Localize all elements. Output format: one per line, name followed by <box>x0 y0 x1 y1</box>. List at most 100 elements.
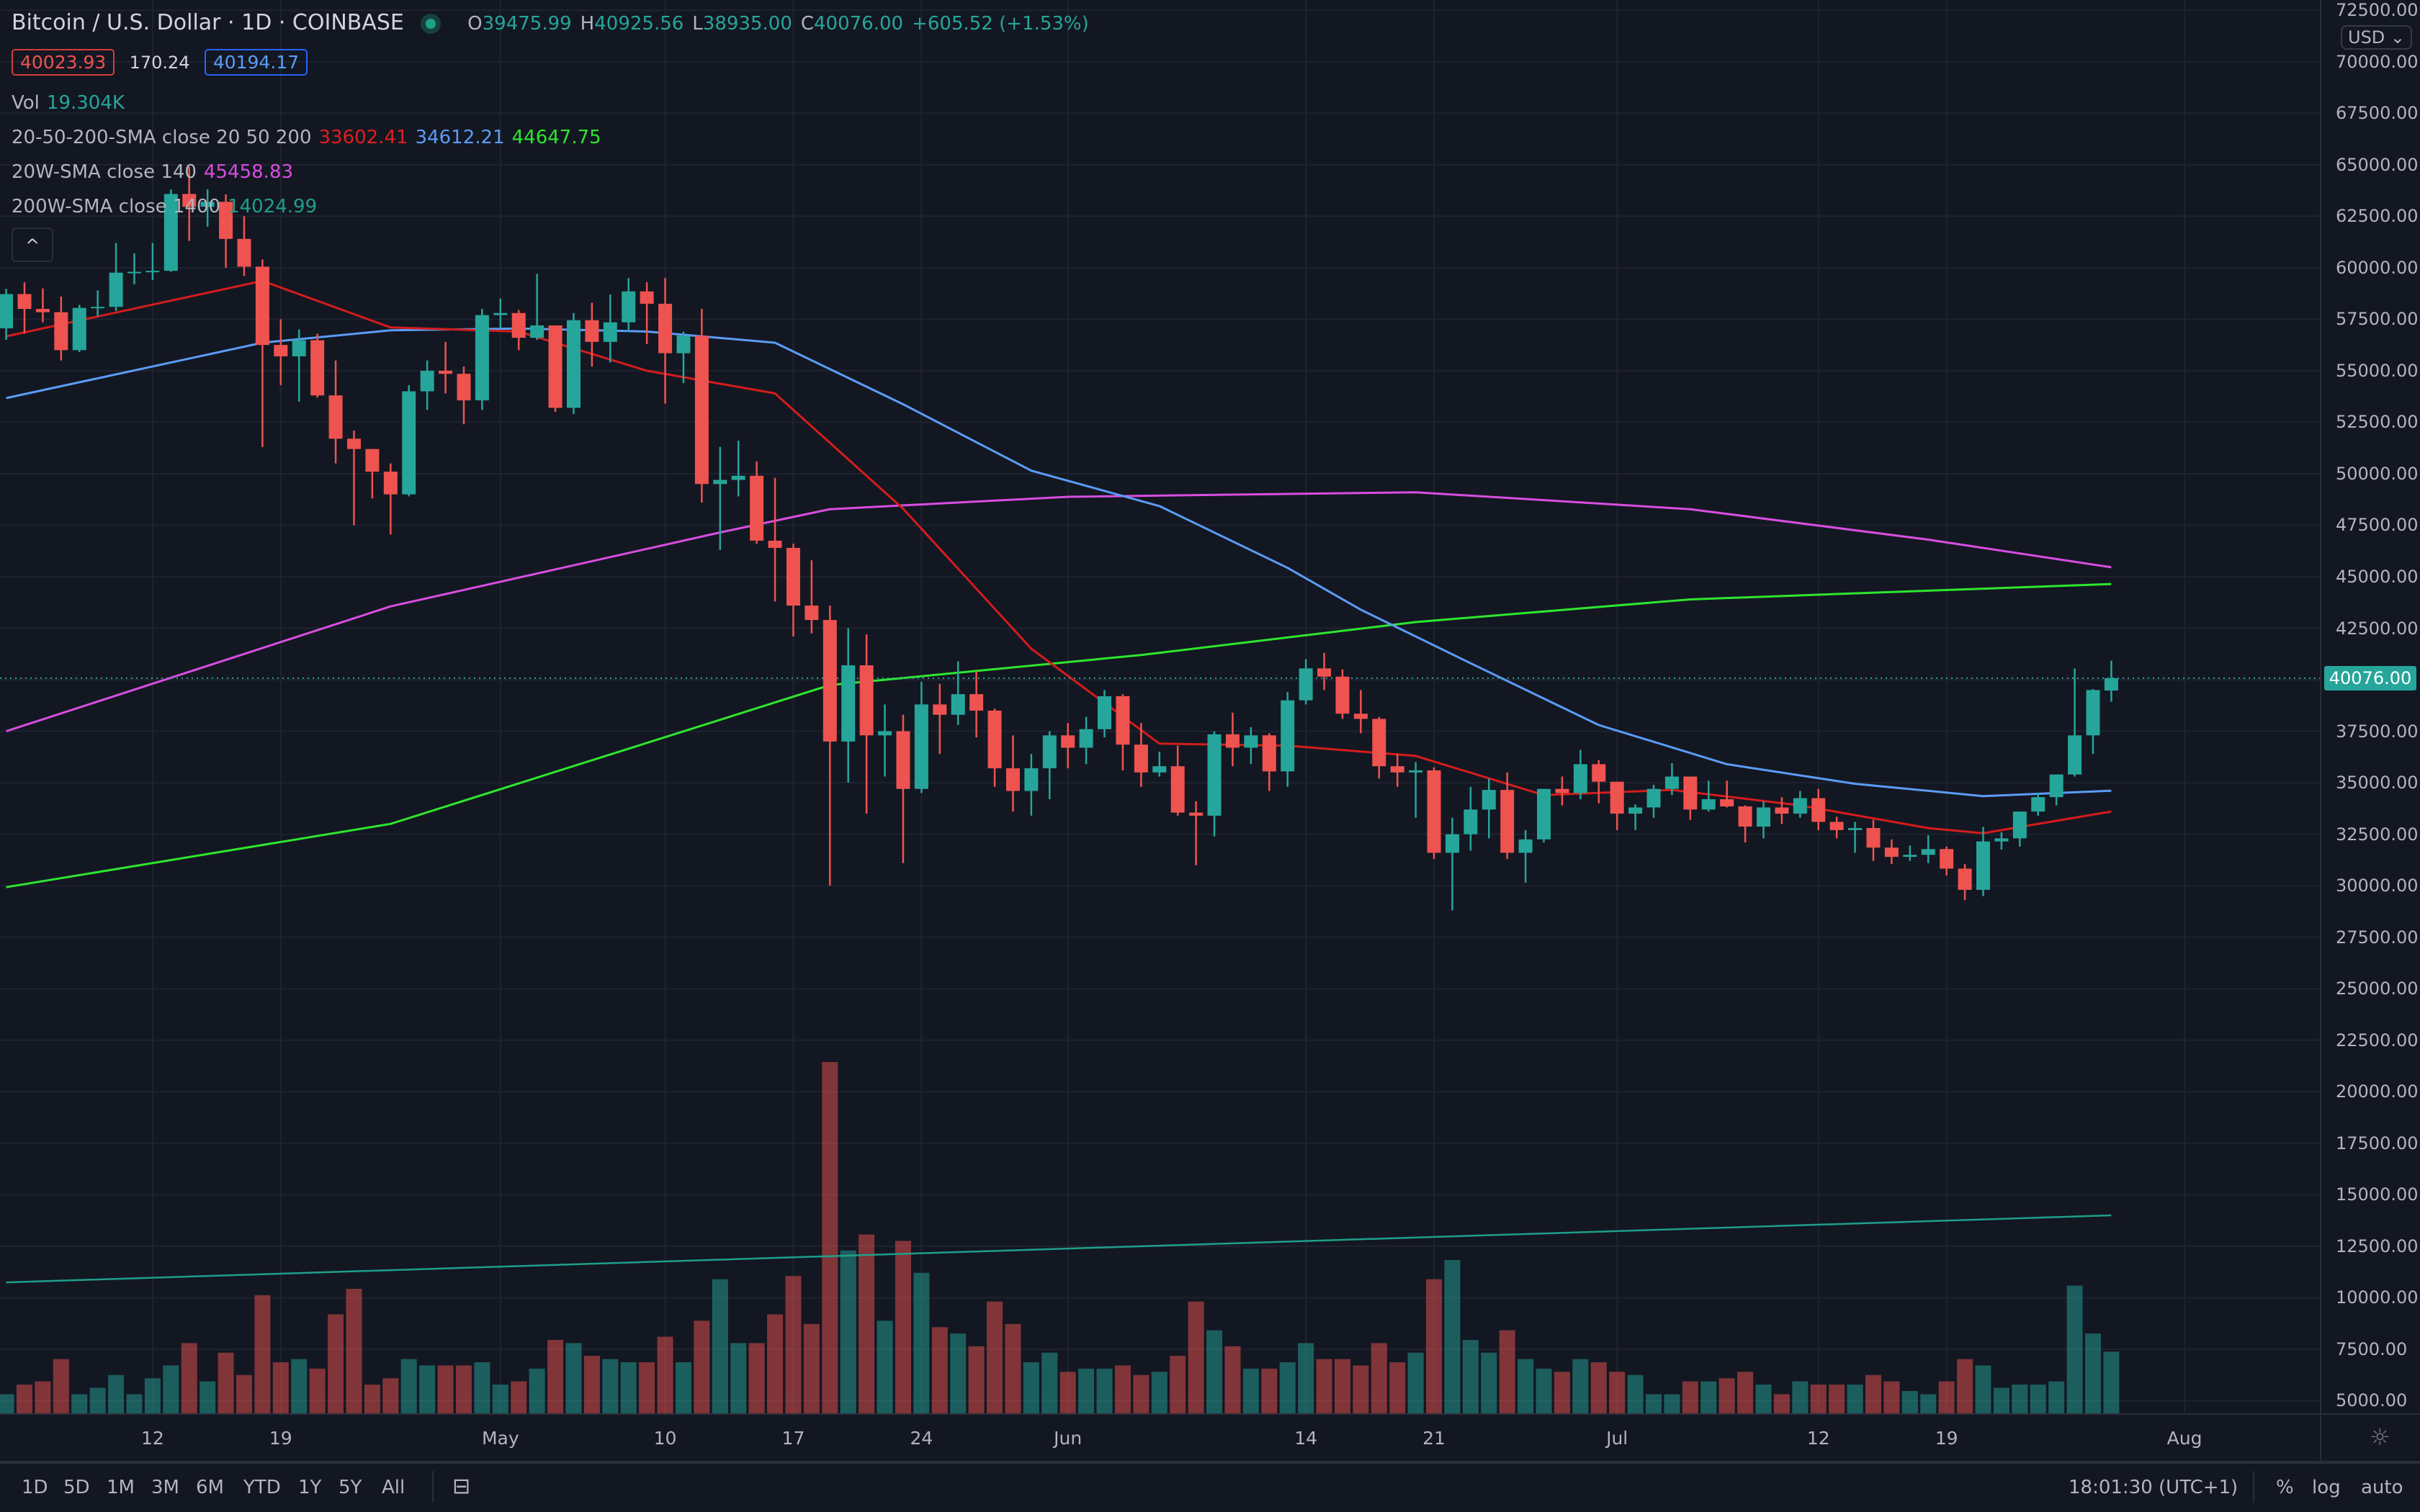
time-tick-label: 12 <box>140 1428 164 1449</box>
current-price-label: 40076.00 <box>2324 665 2416 690</box>
price-axis[interactable]: 40076.00 72500.00 70000.00 67500.00 65000.0… <box>2320 0 2420 1413</box>
candle-up <box>0 294 14 328</box>
volume-bar <box>1059 1372 1076 1413</box>
volume-bar <box>400 1359 417 1413</box>
candle-down <box>1427 770 1441 853</box>
candle-down <box>1738 806 1752 827</box>
range-button-3m[interactable]: 3M <box>151 1477 179 1498</box>
sell-price-button[interactable]: 40023.93 <box>12 49 115 76</box>
volume-bar <box>1590 1362 1607 1413</box>
price-tick-label: 37500.00 <box>2336 721 2419 742</box>
volume-bar <box>583 1356 600 1413</box>
market-status-icon <box>425 18 436 29</box>
candle-down <box>237 238 251 267</box>
price-tick-label: 62500.00 <box>2336 206 2419 227</box>
candle-down <box>933 704 947 715</box>
volume-bar <box>1170 1356 1186 1413</box>
candle-down <box>54 312 68 351</box>
volume-bar <box>1792 1381 1809 1413</box>
volume-bar <box>859 1234 875 1413</box>
candle-up <box>127 271 141 274</box>
price-chart[interactable] <box>0 0 2320 1413</box>
auto-toggle[interactable]: auto <box>2361 1477 2403 1498</box>
volume-bar <box>657 1336 673 1413</box>
volume-bar <box>822 1062 838 1413</box>
candle-up <box>676 336 691 354</box>
volume-bar <box>2103 1351 2120 1413</box>
candle-down <box>35 309 50 312</box>
buy-price-button[interactable]: 40194.17 <box>204 49 308 76</box>
range-button-5y[interactable]: 5Y <box>339 1477 362 1498</box>
volume-bar <box>1261 1368 1278 1413</box>
volume-bar <box>913 1272 930 1413</box>
volume-bar <box>1096 1368 1113 1413</box>
candle-down <box>1884 847 1899 858</box>
price-tick-label: 72500.00 <box>2336 0 2419 21</box>
time-axis[interactable]: ☼ 12 19 May 10 17 24 Jun 14 21 Jul 12 19 Aug <box>0 1413 2420 1464</box>
candle-up <box>1518 839 1533 853</box>
open-key: O <box>467 13 483 35</box>
volume-bar <box>1499 1330 1515 1413</box>
time-tick-label: Jul <box>1606 1428 1628 1449</box>
volume-bar <box>1206 1330 1223 1413</box>
candle-up <box>622 291 636 323</box>
volume-bar <box>35 1381 51 1413</box>
sma-label: 20-50-200-SMA close 20 50 200 <box>12 127 312 148</box>
range-button-all[interactable]: All <box>382 1477 405 1498</box>
currency-selector[interactable]: USD ⌄ <box>2341 25 2413 50</box>
volume-bar <box>200 1381 216 1413</box>
candle-down <box>310 340 325 396</box>
range-button-5d[interactable]: 5D <box>63 1477 90 1498</box>
volume-bar <box>895 1241 911 1413</box>
sma200w-legend[interactable]: 200W-SMA close 1400 14024.99 <box>12 196 317 217</box>
volume-bar <box>1810 1385 1827 1413</box>
settings-icon[interactable]: ☼ <box>2370 1423 2390 1451</box>
candle-up <box>1464 809 1478 834</box>
volume-bar <box>419 1365 436 1413</box>
time-tick-label: Jun <box>1054 1428 1083 1449</box>
volume-legend[interactable]: Vol 19.304K <box>12 92 125 114</box>
range-button-1y[interactable]: 1Y <box>298 1477 322 1498</box>
range-button-6m[interactable]: 6M <box>196 1477 224 1498</box>
price-tick-label: 70000.00 <box>2336 51 2419 72</box>
clock[interactable]: 18:01:30 (UTC+1) <box>2069 1477 2238 1498</box>
volume-bar <box>675 1362 691 1413</box>
currency-label: USD <box>2348 27 2385 48</box>
volume-bar <box>1737 1372 1754 1413</box>
low-key: L <box>692 13 703 35</box>
volume-bar <box>1883 1381 1900 1413</box>
compare-date-range-icon[interactable]: ⊟ <box>452 1474 471 1499</box>
sma20w-legend[interactable]: 20W-SMA close 140 45458.83 <box>12 161 293 183</box>
candle-down <box>1829 822 1844 830</box>
candle-up <box>2031 797 2045 812</box>
volume-bar <box>987 1301 1003 1413</box>
candle-up <box>402 391 416 495</box>
volume-bar <box>2012 1385 2028 1413</box>
candle-up <box>2086 690 2100 736</box>
volume-bar <box>1646 1394 1662 1413</box>
sma200w-label: 200W-SMA close 1400 <box>12 196 221 217</box>
sma20w-line <box>6 491 2112 733</box>
range-button-1m[interactable]: 1M <box>107 1477 135 1498</box>
volume-bar <box>565 1343 582 1413</box>
sma-legend[interactable]: 20-50-200-SMA close 20 50 200 33602.41 346… <box>12 127 601 148</box>
volume-bar <box>1279 1362 1296 1413</box>
candle-up <box>1098 696 1112 729</box>
candle-up <box>1793 798 1807 814</box>
open-value: 39475.99 <box>482 13 572 35</box>
divider <box>2253 1471 2254 1503</box>
volume-bar <box>1536 1368 1552 1413</box>
sma20-value: 33602.41 <box>318 127 408 148</box>
candle-up <box>1757 807 1771 827</box>
volume-bar <box>1407 1352 1424 1413</box>
log-toggle[interactable]: log <box>2312 1477 2341 1498</box>
range-button-1d[interactable]: 1D <box>22 1477 48 1498</box>
symbol-title[interactable]: Bitcoin / U.S. Dollar · 1D · COINBASE <box>12 10 404 35</box>
collapse-legend-button[interactable]: ^ <box>12 228 53 262</box>
range-button-ytd[interactable]: YTD <box>243 1477 281 1498</box>
percent-toggle[interactable]: % <box>2276 1477 2294 1498</box>
candle-down <box>439 370 453 374</box>
candle-up <box>109 272 123 307</box>
candle-down <box>1592 764 1606 782</box>
volume-bar <box>639 1362 655 1413</box>
